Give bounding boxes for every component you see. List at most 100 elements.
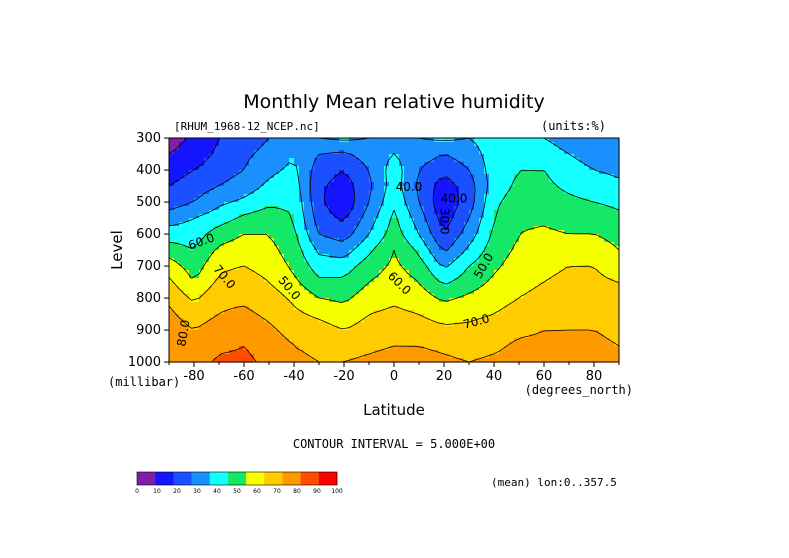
- field-cell: [264, 350, 270, 355]
- field-cell: [414, 262, 420, 267]
- field-cell: [169, 254, 175, 259]
- field-cell: [454, 270, 460, 275]
- field-cell: [314, 182, 320, 187]
- field-cell: [589, 246, 595, 251]
- field-cell: [459, 198, 465, 203]
- field-cell: [264, 150, 270, 155]
- field-cell: [169, 286, 175, 291]
- field-cell: [289, 314, 295, 319]
- field-cell: [199, 358, 205, 363]
- field-cell: [304, 186, 310, 191]
- field-cell: [529, 146, 535, 151]
- field-cell: [354, 214, 360, 219]
- field-cell: [604, 334, 610, 339]
- field-cell: [304, 354, 310, 359]
- field-cell: [524, 138, 530, 143]
- field-cell: [369, 318, 375, 323]
- field-cell: [194, 210, 200, 215]
- field-cell: [304, 246, 310, 251]
- field-cell: [574, 142, 580, 147]
- field-cell: [204, 206, 210, 211]
- field-cell: [404, 274, 410, 279]
- field-cell: [289, 334, 295, 339]
- field-cell: [474, 214, 480, 219]
- field-cell: [389, 150, 395, 155]
- field-cell: [454, 142, 460, 147]
- field-cell: [614, 198, 620, 203]
- field-cell: [344, 286, 350, 291]
- field-cell: [524, 234, 530, 239]
- field-cell: [349, 334, 355, 339]
- field-cell: [174, 346, 180, 351]
- field-cell: [264, 174, 270, 179]
- field-cell: [414, 354, 420, 359]
- field-cell: [489, 150, 495, 155]
- field-cell: [184, 138, 190, 143]
- field-cell: [604, 286, 610, 291]
- field-cell: [374, 262, 380, 267]
- field-cell: [364, 182, 370, 187]
- field-cell: [374, 250, 380, 255]
- field-cell: [384, 186, 390, 191]
- field-cell: [609, 330, 615, 335]
- field-cell: [379, 318, 385, 323]
- field-cell: [199, 342, 205, 347]
- field-cell: [319, 162, 325, 167]
- field-cell: [559, 266, 565, 271]
- field-cell: [374, 334, 380, 339]
- field-cell: [544, 150, 550, 155]
- field-cell: [259, 286, 265, 291]
- field-cell: [279, 246, 285, 251]
- field-cell: [494, 302, 500, 307]
- field-cell: [519, 342, 525, 347]
- field-cell: [489, 278, 495, 283]
- field-cell: [479, 294, 485, 299]
- field-cell: [444, 262, 450, 267]
- field-cell: [344, 258, 350, 263]
- field-cell: [169, 250, 175, 255]
- field-cell: [324, 170, 330, 175]
- field-cell: [269, 230, 275, 235]
- field-cell: [189, 334, 195, 339]
- field-cell: [509, 138, 515, 143]
- field-cell: [394, 226, 400, 231]
- field-cell: [354, 294, 360, 299]
- field-cell: [449, 282, 455, 287]
- field-cell: [239, 178, 245, 183]
- field-cell: [179, 162, 185, 167]
- field-cell: [304, 346, 310, 351]
- field-cell: [244, 330, 250, 335]
- field-cell: [229, 214, 235, 219]
- field-cell: [254, 210, 260, 215]
- field-cell: [394, 170, 400, 175]
- field-cell: [209, 274, 215, 279]
- field-cell: [449, 298, 455, 303]
- field-cell: [264, 262, 270, 267]
- field-cell: [184, 226, 190, 231]
- field-cell: [594, 302, 600, 307]
- field-cell: [434, 282, 440, 287]
- field-cell: [479, 250, 485, 255]
- field-cell: [459, 314, 465, 319]
- field-cell: [219, 278, 225, 283]
- field-cell: [489, 146, 495, 151]
- field-cell: [299, 258, 305, 263]
- field-cell: [444, 238, 450, 243]
- field-cell: [439, 354, 445, 359]
- field-cell: [389, 142, 395, 147]
- field-cell: [524, 206, 530, 211]
- field-cell: [304, 202, 310, 207]
- field-cell: [209, 154, 215, 159]
- field-cell: [404, 166, 410, 171]
- field-cell: [194, 286, 200, 291]
- field-cell: [474, 238, 480, 243]
- field-cell: [394, 302, 400, 307]
- field-cell: [564, 206, 570, 211]
- field-cell: [314, 270, 320, 275]
- field-cell: [599, 330, 605, 335]
- field-cell: [599, 158, 605, 163]
- field-cell: [604, 346, 610, 351]
- field-cell: [429, 258, 435, 263]
- field-cell: [324, 226, 330, 231]
- field-cell: [274, 286, 280, 291]
